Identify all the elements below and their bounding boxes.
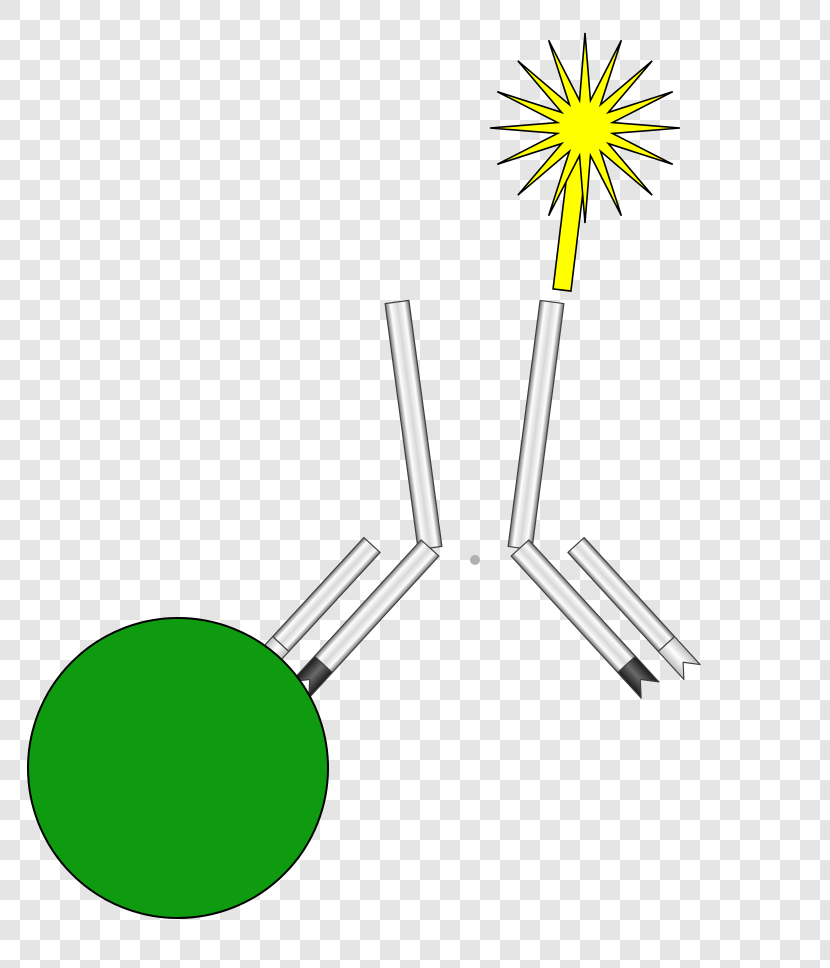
antigen-circle: [28, 618, 328, 918]
fluorophore-starburst: [490, 33, 680, 223]
immunoconjugate-diagram: [0, 0, 830, 968]
antibody-hinge: [470, 555, 480, 565]
